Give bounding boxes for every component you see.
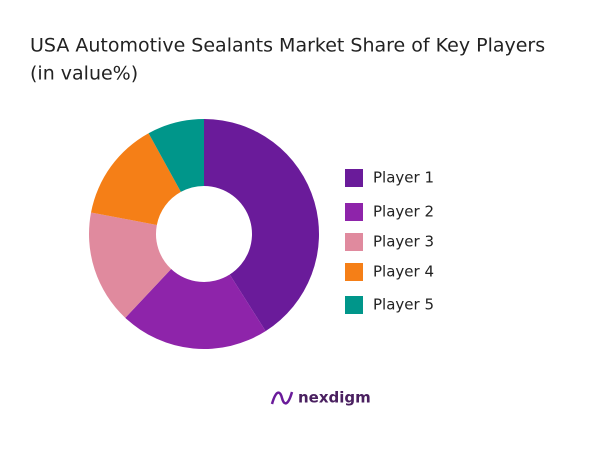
legend-label: Player 2	[373, 203, 434, 221]
brand-name: nexdigm	[298, 389, 371, 407]
legend-label: Player 4	[373, 263, 434, 281]
legend-swatch	[345, 233, 363, 251]
donut-slice	[204, 119, 319, 332]
donut-slice	[125, 268, 266, 349]
legend-label: Player 3	[373, 233, 434, 251]
donut-slice	[89, 212, 172, 318]
legend-label: Player 5	[373, 296, 434, 314]
donut-slice	[91, 133, 181, 226]
legend-swatch	[345, 203, 363, 221]
brand-logo: nexdigm	[270, 389, 371, 407]
legend-swatch	[345, 169, 363, 187]
legend-label: Player 1	[373, 169, 434, 187]
legend-swatch	[345, 296, 363, 314]
chart-title: USA Automotive Sealants Market Share of …	[30, 35, 545, 57]
logo-icon	[270, 391, 294, 405]
legend-swatch	[345, 263, 363, 281]
donut-slice	[148, 119, 204, 192]
chart-subtitle: (in value%)	[30, 63, 138, 85]
